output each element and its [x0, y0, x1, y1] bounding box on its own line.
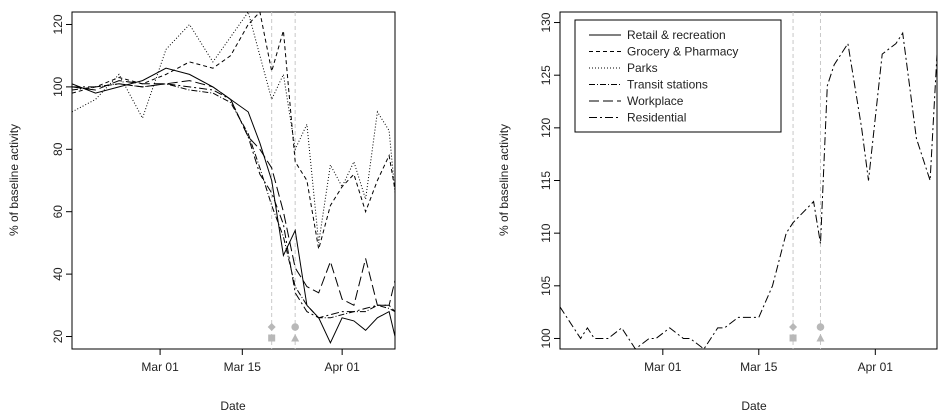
marker-circle: [816, 323, 825, 331]
legend-label: Retail & recreation: [627, 28, 726, 42]
series-line-residential: [560, 31, 937, 349]
marker-diamond: [789, 323, 798, 331]
left-plot-frame: [71, 11, 396, 350]
series-line-transit-stations: [72, 83, 395, 319]
y-tick-label: 100: [539, 328, 553, 348]
legend-label: Grocery & Pharmacy: [627, 45, 738, 59]
legend-label: Workplace: [627, 94, 684, 108]
x-tick-label: Apr 01: [858, 360, 894, 374]
y-tick-label: 80: [51, 142, 65, 156]
y-tick-label: 120: [51, 14, 65, 34]
marker-square: [789, 334, 797, 342]
x-tick-label: Mar 15: [224, 360, 262, 374]
marker-square: [268, 334, 276, 342]
y-tick-label: 20: [51, 330, 65, 344]
x-tick-label: Mar 01: [141, 360, 179, 374]
y-tick-label: 125: [539, 65, 553, 85]
left-x-axis-label: Date: [220, 399, 246, 413]
legend-box: [574, 19, 782, 133]
series-line-residential: [72, 83, 395, 319]
x-tick-label: Mar 01: [644, 360, 682, 374]
legend-label: Parks: [627, 61, 658, 75]
y-tick-label: 115: [539, 171, 553, 190]
y-tick-label: 130: [539, 12, 553, 32]
series-line-grocery-pharmacy: [72, 12, 395, 250]
right-y-axis-label: % of baseline activity: [497, 124, 511, 236]
series-line-parks: [72, 12, 395, 243]
y-tick-label: 40: [51, 267, 65, 281]
marker-diamond: [267, 323, 276, 331]
left-panel: Mar 01 Mar 15 Apr 01 20 40 60 80 100 120 Date %…: [7, 11, 396, 413]
series-line-retail-recreation: [72, 67, 395, 344]
legend-label: Transit stations: [627, 78, 708, 92]
x-tick-label: Apr 01: [324, 360, 360, 374]
left-y-axis-label: % of baseline activity: [7, 124, 21, 236]
x-tick-label: Mar 15: [740, 360, 778, 374]
y-tick-label: 120: [539, 118, 553, 138]
series-line-workplace: [72, 80, 395, 307]
right-panel: Mar 01 Mar 15 Apr 01 100 105 110 115 120 125 130…: [497, 11, 938, 413]
right-x-axis-label: Date: [741, 399, 767, 413]
marker-circle: [291, 323, 299, 331]
y-tick-label: 105: [539, 275, 553, 295]
y-tick-label: 110: [539, 223, 553, 242]
y-tick-label: 60: [51, 205, 65, 219]
marker-triangle: [291, 334, 300, 342]
marker-triangle: [816, 334, 825, 342]
y-tick-label: 100: [51, 77, 65, 97]
legend-label: Residential: [627, 111, 686, 125]
